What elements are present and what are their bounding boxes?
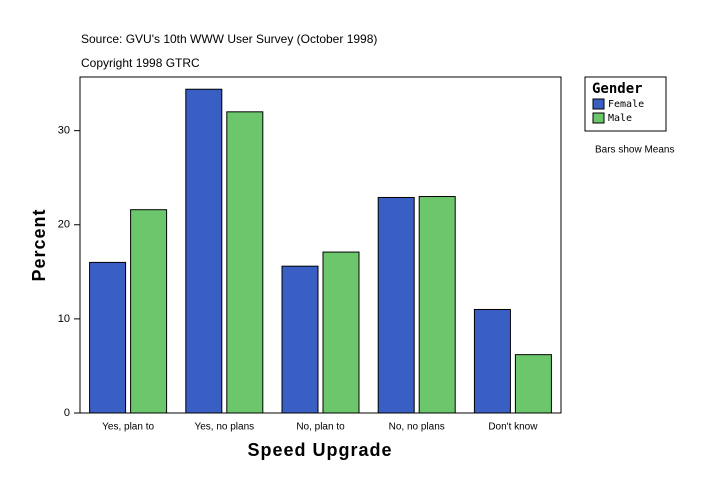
x-tick-label: Don't know: [488, 422, 538, 433]
x-tick-label: Yes, no plans: [194, 422, 254, 433]
bar: [514, 354, 552, 414]
bar: [418, 196, 456, 414]
bar: [322, 251, 360, 414]
legend-swatch: [592, 98, 605, 110]
annotation: Bars show Means: [595, 145, 674, 156]
y-axis-label: Percent: [29, 208, 49, 281]
x-axis-label: Speed Upgrade: [247, 440, 392, 460]
x-tick-label: No, no plans: [389, 422, 445, 433]
bar: [473, 308, 511, 414]
bar: [130, 209, 168, 414]
bar: [281, 265, 319, 414]
plot-frame: [79, 76, 562, 414]
x-tick-label: Yes, plan to: [102, 422, 154, 433]
chart-subtitle: Copyright 1998 GTRC: [81, 56, 200, 70]
legend-label: Male: [608, 113, 632, 124]
bar: [377, 196, 415, 414]
x-tick-label: No, plan to: [296, 422, 345, 433]
y-tick-label: 0: [64, 407, 70, 419]
bar: [89, 261, 127, 414]
y-tick-label: 20: [58, 219, 70, 231]
bar: [226, 111, 264, 414]
bar: [185, 88, 223, 414]
y-tick-label: 30: [58, 125, 70, 137]
legend-title: Gender: [592, 81, 643, 97]
chart-title: Source: GVU's 10th WWW User Survey (Octo…: [81, 32, 377, 46]
legend-label: Female: [608, 99, 644, 110]
legend-swatch: [592, 112, 605, 124]
y-tick-label: 10: [58, 313, 70, 325]
